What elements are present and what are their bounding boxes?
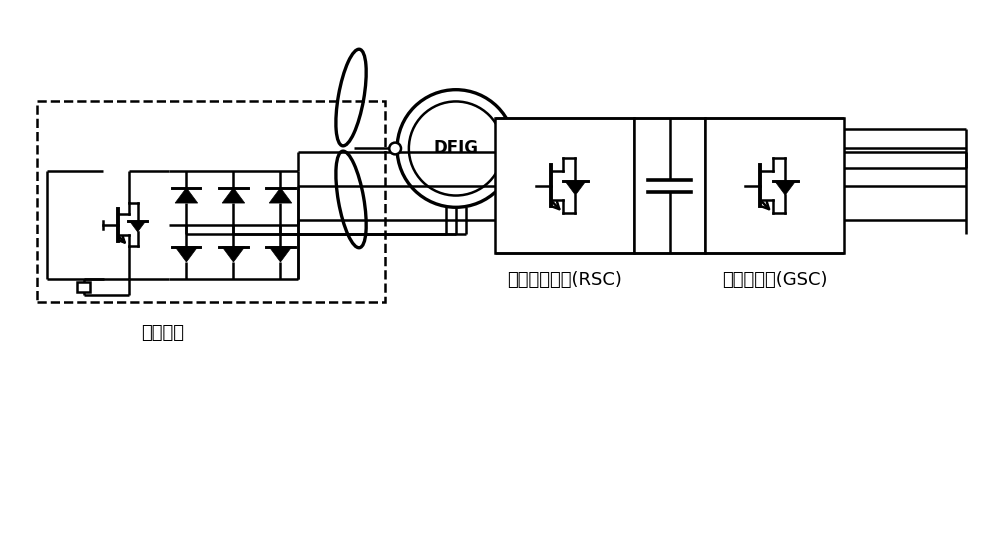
Bar — [634, 118, 705, 253]
Polygon shape — [130, 221, 145, 232]
Polygon shape — [565, 181, 586, 195]
Text: DFIG: DFIG — [433, 140, 478, 157]
Polygon shape — [175, 247, 198, 262]
Bar — [705, 118, 844, 253]
Polygon shape — [269, 188, 292, 203]
Text: 擂棒装置: 擂棒装置 — [141, 324, 184, 342]
Bar — [37, 102, 385, 302]
Circle shape — [389, 143, 401, 154]
Polygon shape — [269, 247, 292, 262]
Polygon shape — [222, 188, 245, 203]
Text: 网侧变流器(GSC): 网侧变流器(GSC) — [722, 271, 827, 289]
Bar — [495, 118, 634, 253]
Polygon shape — [775, 181, 796, 195]
Bar — [77, 281, 90, 292]
Polygon shape — [175, 188, 198, 203]
Text: 转子侧变流器(RSC): 转子侧变流器(RSC) — [507, 271, 622, 289]
Polygon shape — [222, 247, 245, 262]
